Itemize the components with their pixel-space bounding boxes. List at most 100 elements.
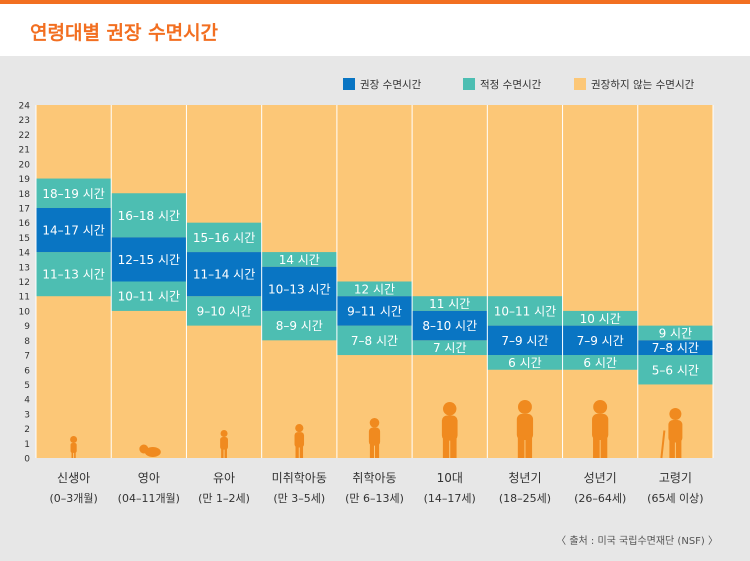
recommended-bar: [412, 310, 488, 341]
x-category-sublabel: (26–64세): [574, 492, 626, 505]
acceptable-upper-label: 10 시간: [580, 312, 621, 326]
y-tick-label: 17: [19, 204, 30, 214]
y-tick-label: 14: [19, 249, 31, 259]
person-silhouette-icon: [668, 420, 683, 443]
person-silhouette-icon: [368, 427, 381, 446]
person-silhouette-icon: [295, 445, 299, 458]
y-tick-label: 4: [24, 396, 30, 406]
person-silhouette-icon: [369, 418, 380, 428]
person-silhouette-icon: [295, 424, 304, 433]
acceptable-upper-bar: [111, 193, 187, 238]
chart-panel: 권장 수면시간 적정 수면시간 권장하지 않는 수면시간 0 1 2 3 4 5 6 7 8 9 10 11…: [0, 56, 750, 561]
infant-silhouette-icon: [144, 447, 161, 457]
x-category-label: 청년기: [508, 471, 541, 485]
source-note: 〈 출처 : 미국 국립수면재단 (NSF) 〉: [556, 534, 718, 547]
y-tick-label: 18: [19, 190, 31, 200]
recommended-label: 7–9 시간: [501, 334, 548, 348]
acceptable-upper-bar: [487, 296, 563, 326]
person-silhouette-icon: [593, 435, 600, 458]
y-tick-label: 6: [24, 366, 30, 376]
acceptable-lower-label: 6 시간: [508, 356, 542, 370]
acceptable-upper-bar: [186, 222, 262, 253]
sleep-chart: 권장 수면시간 적정 수면시간 권장하지 않는 수면시간01234567891011…: [19, 78, 718, 547]
recommended-label: 11–14 시간: [193, 268, 255, 282]
y-tick-label: 22: [19, 131, 30, 141]
person-silhouette-icon: [70, 436, 78, 443]
x-category-label: 영아: [138, 471, 160, 485]
y-tick-label: 0: [24, 455, 30, 465]
recommended-bar: [36, 207, 112, 253]
acceptable-lower-bar: [412, 340, 488, 356]
x-category-sublabel: (14–17세): [424, 492, 476, 505]
person-silhouette-icon: [517, 435, 525, 458]
recommended-bar: [261, 266, 337, 311]
acceptable-lower-label: 5–6 시간: [652, 363, 699, 377]
y-tick-label: 3: [24, 410, 30, 420]
acceptable-upper-label: 12 시간: [354, 282, 395, 296]
y-tick-label: 10: [19, 307, 31, 317]
y-tick-label: 15: [19, 234, 30, 244]
acceptable-lower-bar: [186, 296, 262, 326]
acceptable-upper-label: 9 시간: [659, 326, 693, 340]
acceptable-upper-bar: [36, 178, 112, 208]
person-silhouette-icon: [669, 439, 675, 458]
acceptable-upper-bar: [412, 296, 488, 311]
person-silhouette-icon: [369, 442, 374, 458]
person-silhouette-icon: [74, 450, 76, 458]
y-tick-label: 12: [19, 278, 30, 288]
acceptable-lower-label: 6 시간: [583, 356, 617, 370]
acceptable-lower-bar: [562, 355, 638, 370]
y-tick-label: 20: [19, 160, 31, 170]
y-tick-label: 9: [24, 322, 30, 332]
x-category-sublabel: (만 3–5세): [273, 492, 325, 505]
acceptable-upper-label: 11 시간: [429, 297, 470, 311]
acceptable-lower-bar: [487, 355, 563, 370]
acceptable-upper-bar: [261, 252, 337, 267]
acceptable-lower-bar: [36, 252, 112, 297]
recommended-bar: [186, 252, 262, 297]
acceptable-upper-bar: [562, 310, 638, 326]
recommended-label: 7–9 시간: [577, 334, 624, 348]
recommended-label: 8–10 시간: [422, 319, 477, 333]
recommended-bar: [637, 340, 713, 356]
y-tick-label: 19: [19, 175, 31, 185]
person-silhouette-icon: [299, 445, 304, 458]
x-category-sublabel: (18–25세): [499, 492, 551, 505]
x-category-sublabel: (04–11개월): [118, 492, 180, 505]
person-silhouette-icon: [71, 450, 74, 458]
person-silhouette-icon: [516, 413, 534, 441]
x-category-label: 유아: [213, 471, 235, 485]
person-silhouette-icon: [294, 432, 305, 448]
person-silhouette-icon: [224, 447, 227, 458]
recommended-label: 12–15 시간: [118, 253, 180, 267]
recommended-bar: [487, 325, 563, 356]
acceptable-upper-bar: [637, 325, 713, 341]
acceptable-lower-label: 10–11 시간: [118, 290, 180, 304]
acceptable-upper-label: 18–19 시간: [42, 187, 104, 201]
person-silhouette-icon: [669, 408, 682, 420]
acceptable-lower-label: 8–9 시간: [276, 319, 323, 333]
person-silhouette-icon: [675, 439, 682, 458]
recommended-bar: [111, 237, 187, 282]
y-tick-label: 11: [19, 293, 30, 303]
y-tick-label: 24: [19, 102, 31, 112]
person-silhouette-icon: [442, 436, 450, 458]
recommended-bar: [562, 325, 638, 356]
legend-swatch: [343, 78, 355, 90]
acceptable-upper-label: 10–11 시간: [494, 304, 556, 318]
y-tick-label: 7: [24, 352, 30, 362]
acceptable-lower-label: 7 시간: [433, 341, 467, 355]
y-tick-label: 16: [19, 219, 31, 229]
acceptable-upper-label: 15–16 시간: [193, 231, 255, 245]
acceptable-lower-bar: [637, 355, 713, 385]
y-tick-label: 21: [19, 146, 30, 156]
y-tick-label: 8: [24, 337, 30, 347]
acceptable-upper-label: 16–18 시간: [118, 209, 180, 223]
x-category-sublabel: (0–3개월): [49, 492, 97, 505]
person-silhouette-icon: [517, 400, 532, 414]
y-tick-label: 5: [24, 381, 30, 391]
person-silhouette-icon: [600, 435, 608, 458]
x-category-label: 신생아: [57, 471, 90, 485]
acceptable-lower-label: 7–8 시간: [351, 334, 398, 348]
